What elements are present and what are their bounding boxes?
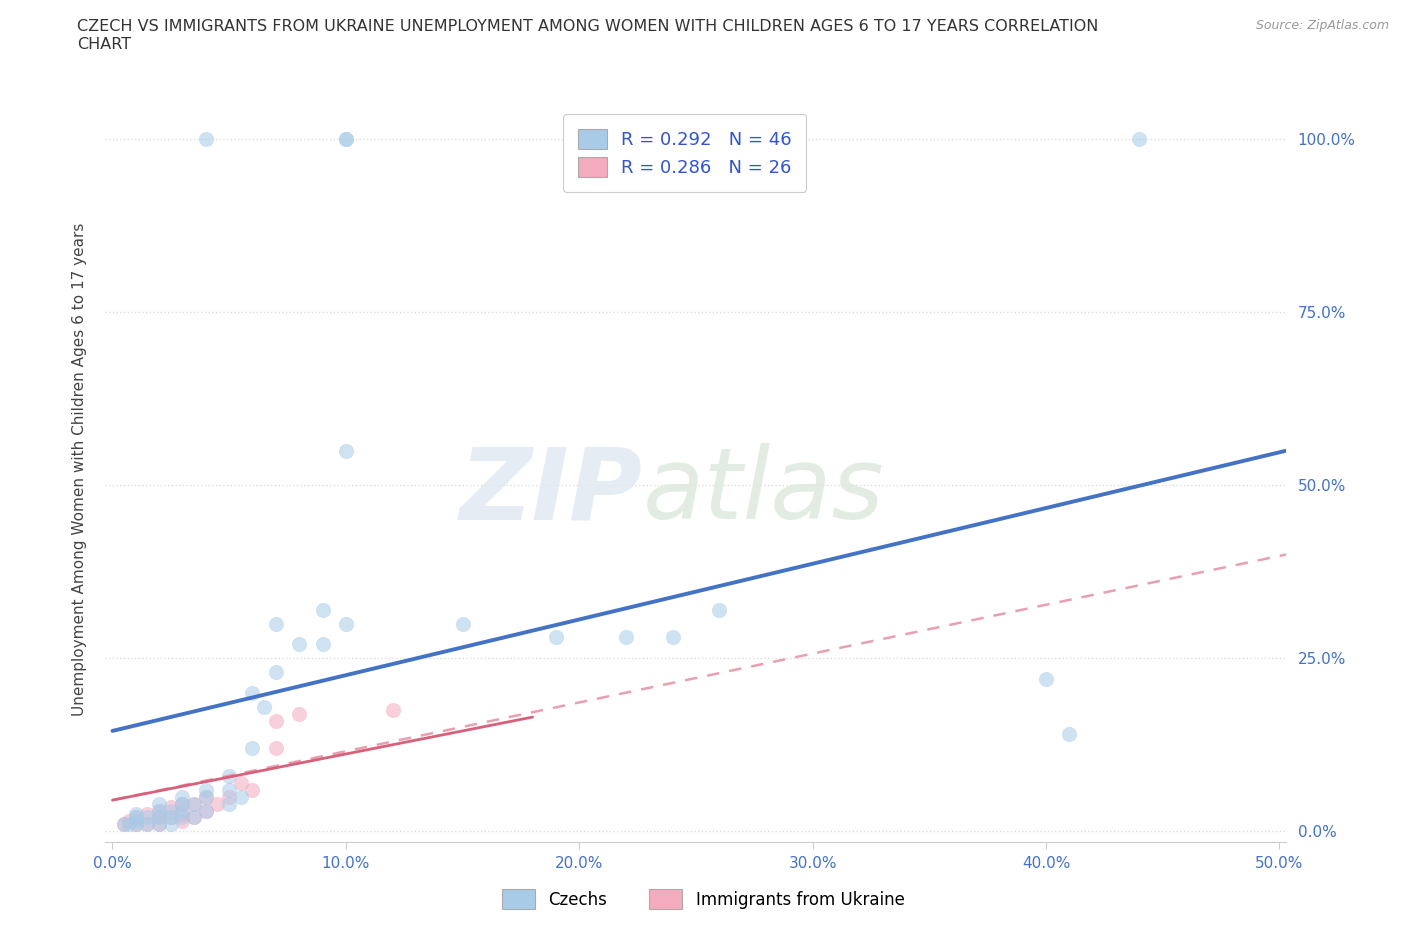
Point	[148, 810, 170, 825]
Y-axis label: Unemployment Among Women with Children Ages 6 to 17 years: Unemployment Among Women with Children A…	[72, 223, 87, 716]
Point	[242, 782, 264, 797]
Text: CHART: CHART	[77, 37, 131, 52]
Point	[218, 790, 240, 804]
Point	[183, 810, 205, 825]
Point	[172, 804, 194, 818]
Point	[148, 804, 170, 818]
Point	[194, 804, 217, 818]
Point	[159, 810, 181, 825]
Point	[229, 790, 252, 804]
Point	[311, 603, 333, 618]
Point	[194, 132, 217, 147]
Point	[118, 817, 141, 831]
Point	[148, 796, 170, 811]
Point	[112, 817, 135, 831]
Text: CZECH VS IMMIGRANTS FROM UKRAINE UNEMPLOYMENT AMONG WOMEN WITH CHILDREN AGES 6 T: CZECH VS IMMIGRANTS FROM UKRAINE UNEMPLO…	[77, 19, 1098, 33]
Point	[172, 796, 194, 811]
Point	[159, 800, 181, 815]
Text: atlas: atlas	[643, 444, 884, 540]
Point	[242, 741, 264, 756]
Point	[172, 806, 194, 821]
Point	[136, 817, 159, 831]
Point	[253, 699, 276, 714]
Point	[194, 804, 217, 818]
Point	[172, 790, 194, 804]
Point	[207, 796, 229, 811]
Point	[183, 796, 205, 811]
Point	[709, 603, 731, 618]
Point	[172, 810, 194, 825]
Point	[335, 132, 357, 147]
Point	[229, 776, 252, 790]
Point	[1059, 727, 1081, 742]
Point	[118, 814, 141, 829]
Point	[136, 806, 159, 821]
Point	[148, 810, 170, 825]
Point	[159, 817, 181, 831]
Point	[125, 806, 148, 821]
Point	[125, 817, 148, 831]
Point	[159, 804, 181, 818]
Point	[159, 810, 181, 825]
Point	[112, 817, 135, 831]
Point	[218, 782, 240, 797]
Point	[335, 444, 357, 458]
Point	[451, 617, 474, 631]
Point	[264, 617, 287, 631]
Legend: Czechs, Immigrants from Ukraine: Czechs, Immigrants from Ukraine	[494, 881, 912, 917]
Point	[544, 630, 567, 644]
Point	[264, 713, 287, 728]
Point	[288, 637, 311, 652]
Point	[1035, 671, 1057, 686]
Point	[136, 817, 159, 831]
Point	[381, 703, 404, 718]
Point	[125, 814, 148, 829]
Point	[218, 768, 240, 783]
Point	[1128, 132, 1150, 147]
Point	[148, 804, 170, 818]
Point	[183, 796, 205, 811]
Point	[194, 782, 217, 797]
Point	[148, 817, 170, 831]
Point	[194, 790, 217, 804]
Point	[125, 810, 148, 825]
Point	[172, 814, 194, 829]
Point	[288, 706, 311, 721]
Point	[148, 817, 170, 831]
Point	[661, 630, 683, 644]
Legend: R = 0.292   N = 46, R = 0.286   N = 26: R = 0.292 N = 46, R = 0.286 N = 26	[564, 114, 806, 192]
Point	[335, 617, 357, 631]
Point	[172, 796, 194, 811]
Point	[242, 685, 264, 700]
Point	[125, 817, 148, 831]
Point	[218, 796, 240, 811]
Point	[125, 810, 148, 825]
Text: ZIP: ZIP	[460, 444, 643, 540]
Point	[264, 741, 287, 756]
Point	[311, 637, 333, 652]
Point	[183, 810, 205, 825]
Point	[335, 132, 357, 147]
Point	[614, 630, 637, 644]
Point	[136, 810, 159, 825]
Point	[264, 665, 287, 680]
Text: Source: ZipAtlas.com: Source: ZipAtlas.com	[1256, 19, 1389, 32]
Point	[194, 790, 217, 804]
